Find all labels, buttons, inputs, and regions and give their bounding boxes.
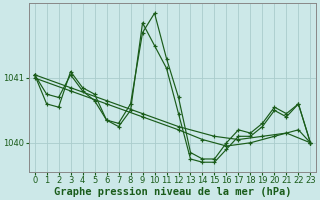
X-axis label: Graphe pression niveau de la mer (hPa): Graphe pression niveau de la mer (hPa): [54, 186, 291, 197]
